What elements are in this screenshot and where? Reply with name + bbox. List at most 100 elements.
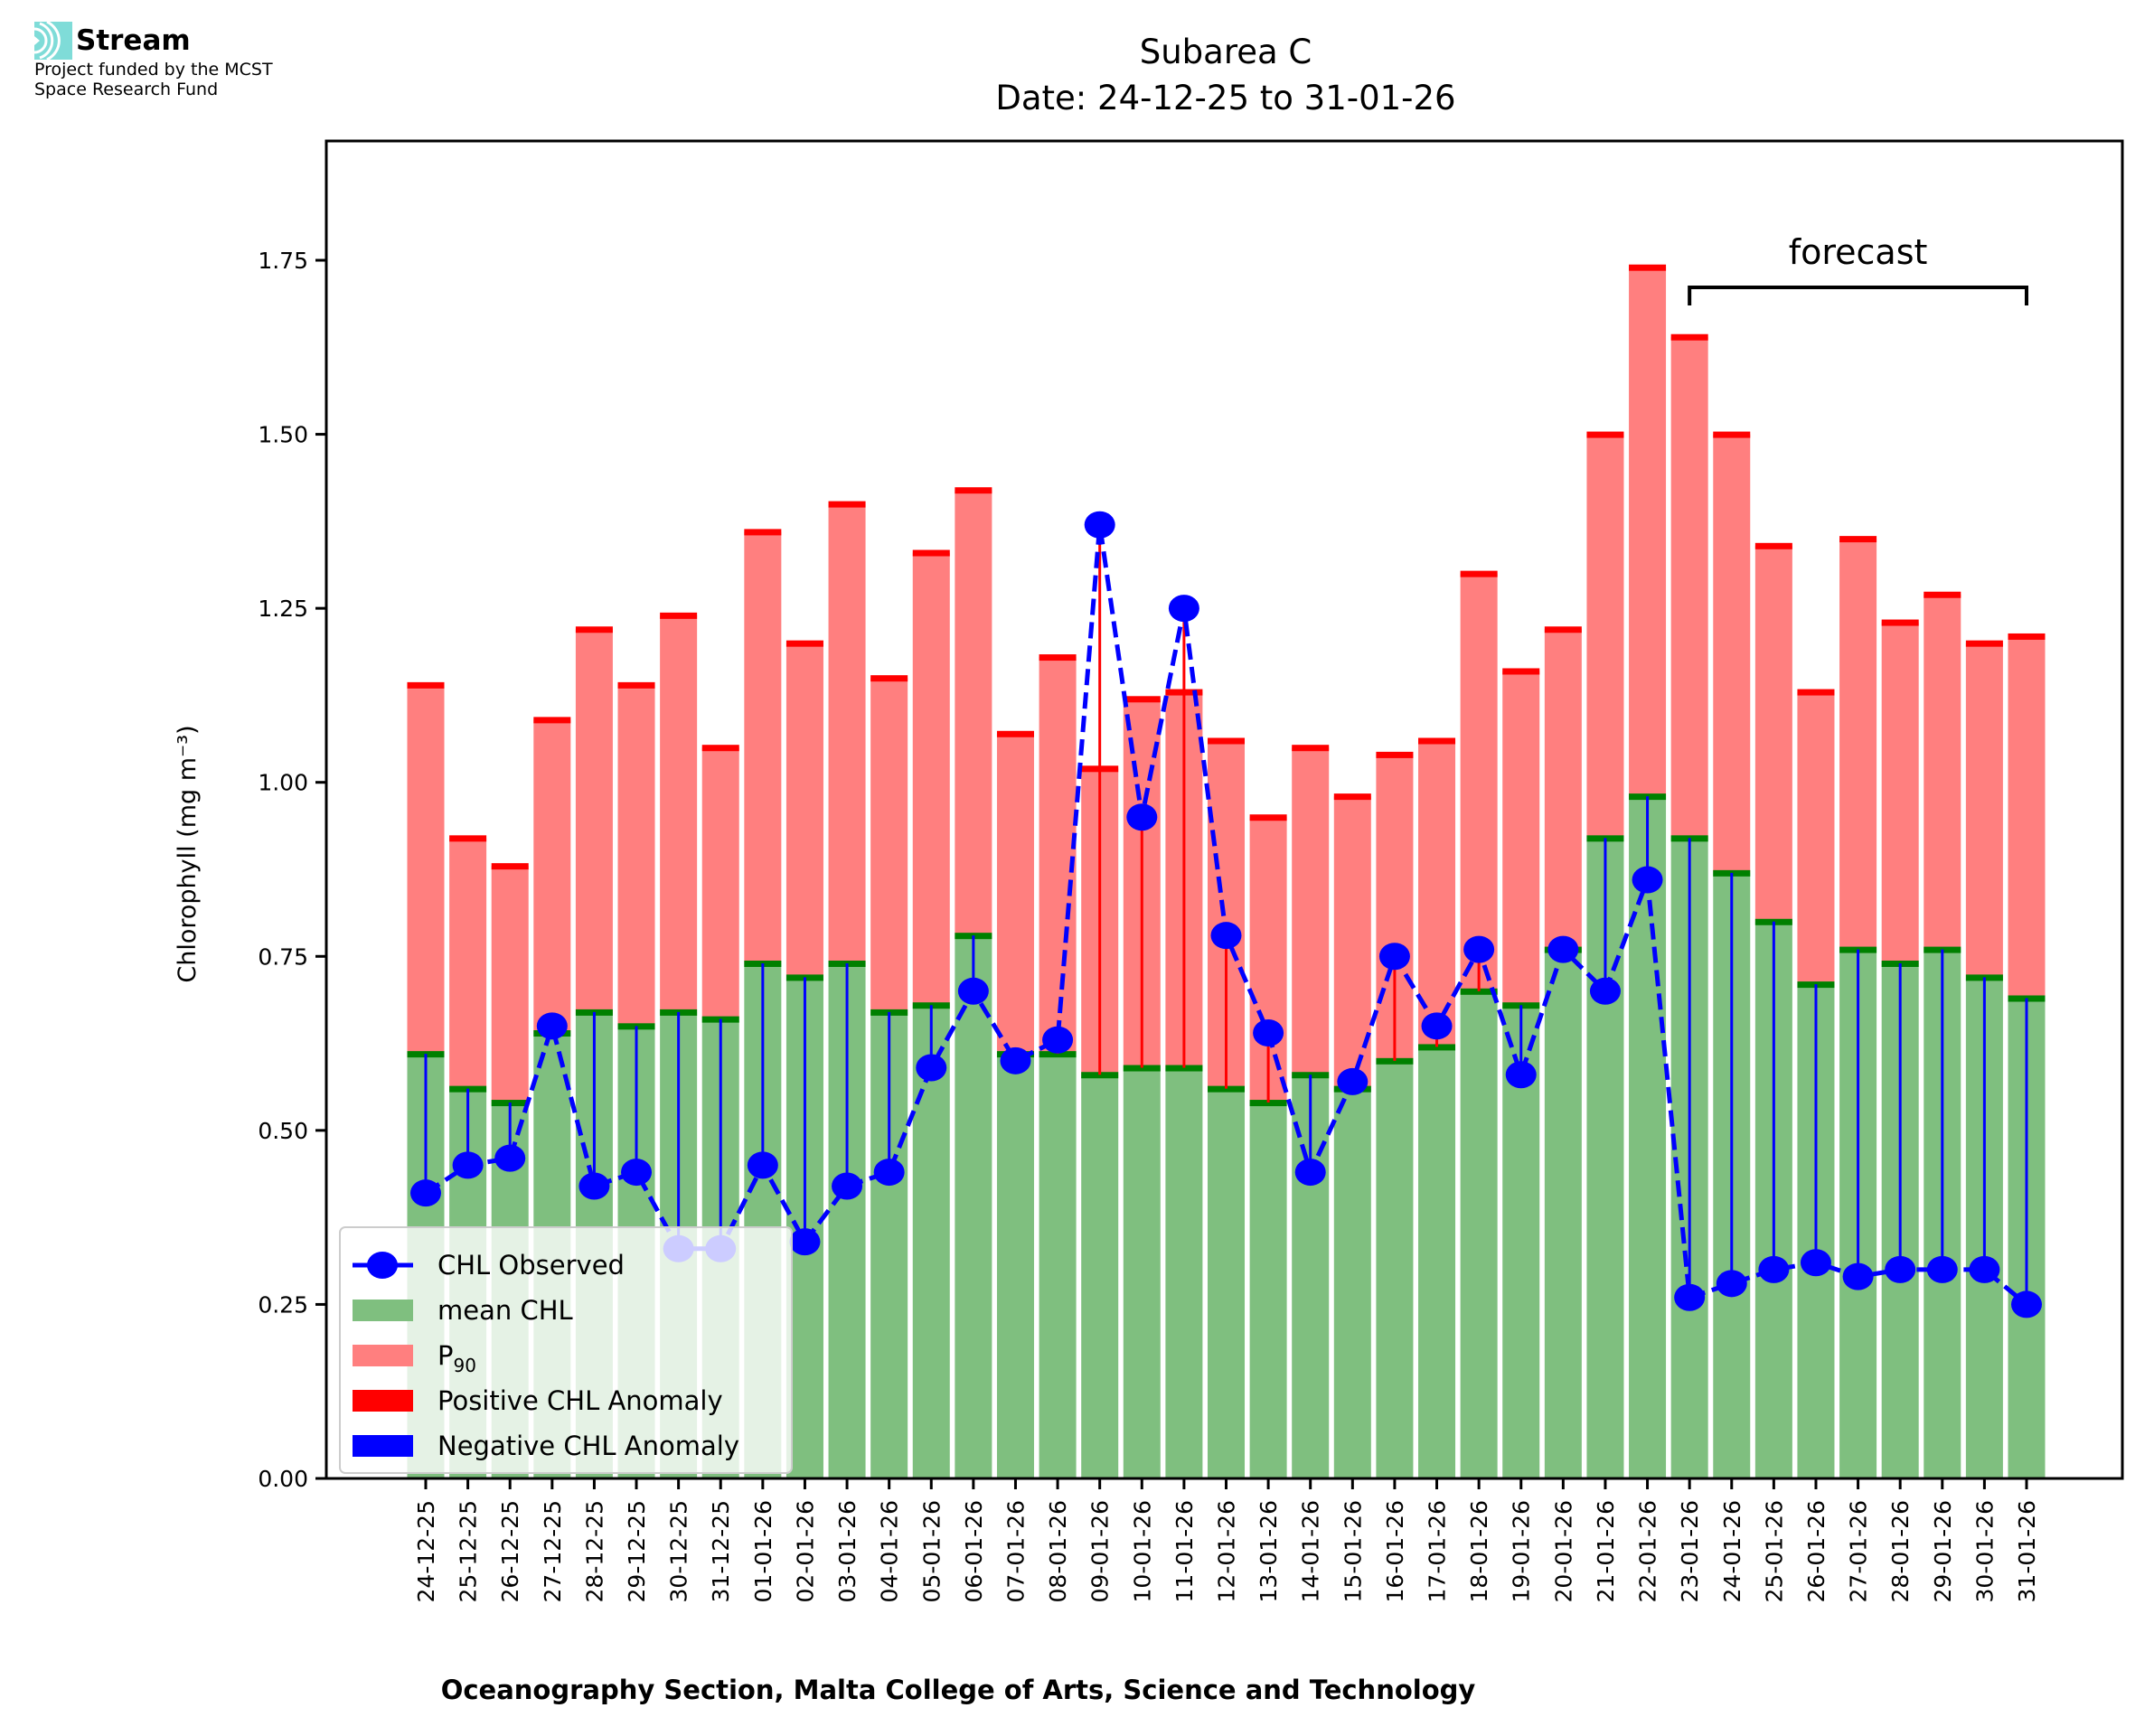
p90-cap: [575, 626, 613, 633]
x-tick-label: 20-01-26: [1550, 1500, 1576, 1602]
observed-point: [1926, 1255, 1958, 1283]
p90-cap: [1629, 264, 1667, 271]
x-tick-label: 16-01-26: [1382, 1500, 1408, 1602]
p90-cap: [1418, 737, 1456, 745]
mean-bar: [1418, 1046, 1456, 1478]
legend-swatch: [353, 1300, 413, 1321]
mean-cap: [1123, 1065, 1161, 1072]
p90-cap: [660, 612, 698, 619]
p90-bar: [955, 490, 992, 936]
p90-bar: [1544, 629, 1582, 950]
p90-bar: [2008, 635, 2046, 999]
x-tick-label: 29-01-26: [1930, 1500, 1956, 1602]
observed-point: [1632, 866, 1663, 894]
p90-bar: [785, 643, 823, 978]
anomaly-layer: [424, 524, 2028, 1305]
x-tick-label: 11-01-26: [1171, 1500, 1198, 1602]
mean-cap: [1039, 1051, 1077, 1058]
p90-cap: [912, 549, 950, 557]
x-tick-label: 17-01-26: [1425, 1500, 1451, 1602]
x-tick-label: 23-01-26: [1677, 1500, 1703, 1602]
observed-point: [1505, 1061, 1537, 1089]
observed-point: [1885, 1255, 1916, 1283]
chart-title: Subarea C: [1140, 33, 1312, 71]
p90-cap: [1713, 431, 1751, 438]
mean-bar: [1165, 1067, 1203, 1478]
x-tick-label: 24-12-25: [413, 1500, 439, 1602]
p90-bar: [1460, 573, 1498, 991]
observed-point: [1589, 977, 1621, 1005]
p90-bar: [870, 678, 908, 1012]
logo-line-2: Space Research Fund: [34, 80, 219, 99]
observed-point: [1421, 1012, 1453, 1040]
x-tick-label: 19-01-26: [1509, 1500, 1535, 1602]
x-tick-label: 06-01-26: [961, 1500, 987, 1602]
y-tick-label: 0.50: [258, 1118, 308, 1144]
y-tick-label: 0.75: [258, 943, 308, 970]
p90-cap: [1924, 591, 1961, 598]
p90-bar: [744, 531, 782, 963]
p90-cap: [785, 640, 823, 647]
x-tick-label: 25-01-26: [1761, 1500, 1787, 1602]
observed-point: [578, 1172, 610, 1200]
x-tick-label: 15-01-26: [1340, 1500, 1366, 1602]
observed-point: [747, 1151, 778, 1179]
observed-point: [916, 1054, 947, 1082]
p90-cap: [1207, 737, 1246, 745]
observed-point: [621, 1159, 653, 1187]
observed-point: [1674, 1283, 1706, 1311]
x-tick-label: 30-12-25: [666, 1500, 692, 1602]
mean-cap: [1418, 1044, 1456, 1051]
x-tick-label: 12-01-26: [1214, 1500, 1240, 1602]
p90-cap: [491, 863, 529, 870]
observed-point: [1294, 1159, 1326, 1187]
mean-bar: [1376, 1060, 1414, 1478]
mean-cap: [1376, 1057, 1414, 1065]
y-tick-label: 1.25: [258, 596, 308, 622]
observed-point: [1378, 943, 1410, 971]
p90-bar: [1754, 545, 1792, 922]
logo-line-1: Project funded by the MCST: [34, 60, 273, 80]
p90-cap: [1544, 626, 1582, 633]
legend-swatch: [353, 1345, 413, 1366]
p90-cap: [1292, 745, 1330, 752]
mean-bar: [1460, 990, 1498, 1478]
observed-point: [410, 1179, 441, 1207]
x-tick-label: 30-01-26: [1971, 1500, 1998, 1602]
logo-name: Stream: [76, 24, 191, 57]
p90-bar: [1418, 740, 1456, 1047]
legend-marker-icon: [367, 1252, 398, 1279]
x-tick-label: 14-01-26: [1298, 1500, 1324, 1602]
p90-cap: [1839, 536, 1877, 543]
y-tick-label: 0.00: [258, 1466, 308, 1492]
p90-cap: [1039, 654, 1077, 662]
p90-bar: [1924, 594, 1961, 950]
p90-cap: [1376, 751, 1414, 758]
p90-cap: [955, 487, 992, 494]
x-tick-label: 13-01-26: [1256, 1500, 1282, 1602]
x-axis-label: Oceanography Section, Malta College of A…: [441, 1675, 1476, 1705]
x-tick-label: 26-12-25: [497, 1500, 523, 1602]
p90-bar: [912, 552, 950, 1006]
observed-point: [1842, 1262, 1874, 1290]
p90-bar: [575, 629, 613, 1012]
p90-cap: [533, 717, 571, 724]
mean-bar: [1544, 949, 1582, 1478]
x-tick-label: 28-12-25: [581, 1500, 607, 1602]
x-tick-label: 31-01-26: [2014, 1500, 2040, 1602]
p90-bar: [1839, 539, 1877, 950]
p90-bar: [1586, 434, 1624, 839]
x-tick-label: 02-01-26: [792, 1500, 818, 1602]
x-tick-label: 18-01-26: [1466, 1500, 1492, 1602]
observed-point: [1337, 1067, 1369, 1095]
stream-waves-icon: [34, 22, 72, 60]
mean-bar: [1039, 1054, 1077, 1478]
p90-cap: [1965, 640, 2003, 647]
observed-point: [1253, 1019, 1284, 1047]
x-tick-label: 31-12-25: [708, 1500, 734, 1602]
legend-label: mean CHL: [437, 1295, 573, 1326]
x-tick-label: 03-01-26: [834, 1500, 861, 1602]
observed-point: [1758, 1255, 1790, 1283]
p90-bar: [533, 719, 571, 1034]
p90-cap: [1754, 542, 1792, 549]
